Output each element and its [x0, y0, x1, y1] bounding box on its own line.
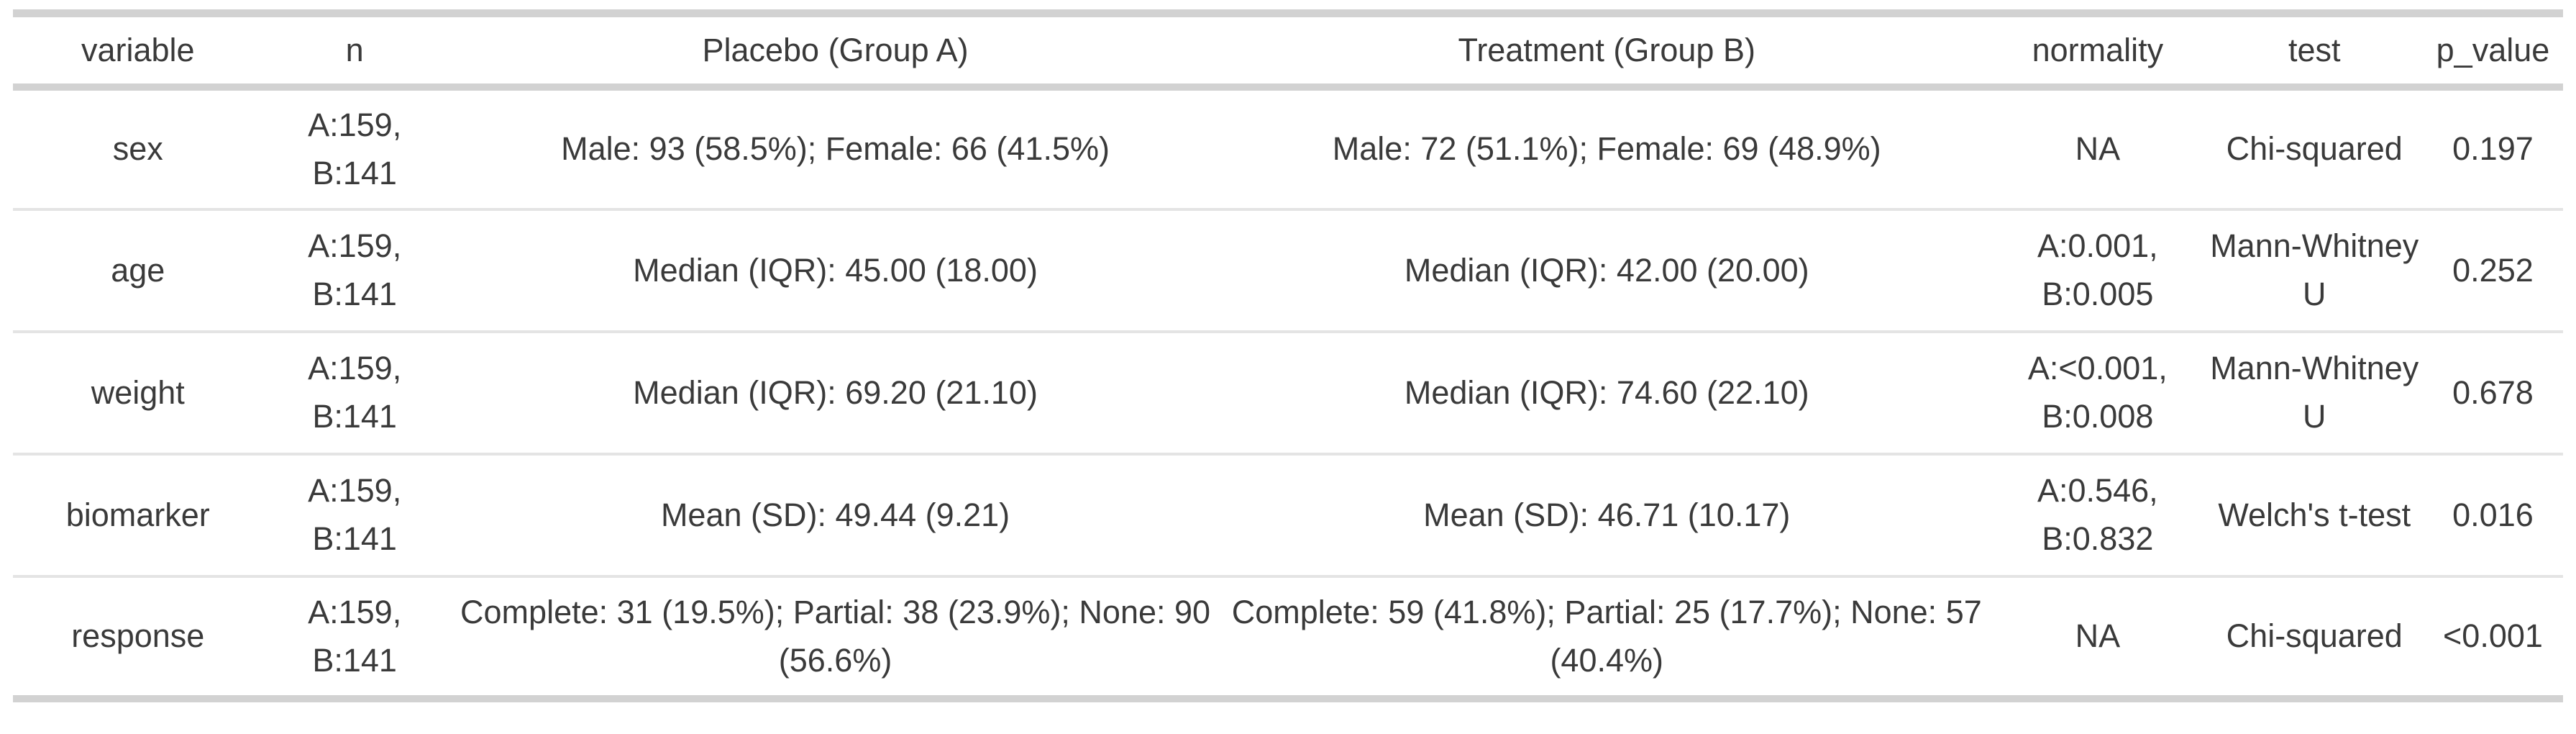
table-row: weight A:159, B:141 Median (IQR): 69.20 … — [13, 332, 2563, 454]
cell-placebo: Mean (SD): 49.44 (9.21) — [660, 496, 1010, 533]
cell-n: A:159, B:141 — [308, 472, 402, 557]
cell-normality: NA — [2075, 130, 2121, 168]
cell-normality: A:0.001, B:0.005 — [2037, 227, 2158, 312]
cell-test: Mann-Whitney U — [2210, 350, 2419, 435]
statistical-summary-table-container: variable n Placebo (Group A) Treatment (… — [13, 9, 2563, 702]
cell-test: Chi-squared — [2226, 617, 2403, 655]
col-header-test: test — [2288, 31, 2341, 68]
col-header-placebo: Placebo (Group A) — [702, 31, 969, 68]
cell-treatment: Median (IQR): 74.60 (22.10) — [1404, 373, 1809, 411]
cell-variable: response — [71, 617, 205, 655]
statistical-summary-table: variable n Placebo (Group A) Treatment (… — [13, 9, 2563, 702]
table-row: biomarker A:159, B:141 Mean (SD): 49.44 … — [13, 454, 2563, 576]
cell-variable: weight — [91, 373, 185, 411]
cell-p-value: 0.197 — [2452, 130, 2534, 168]
col-header-treatment: Treatment (Group B) — [1458, 31, 1755, 68]
cell-test: Welch's t-test — [2218, 496, 2411, 533]
cell-placebo: Median (IQR): 69.20 (21.10) — [633, 373, 1038, 411]
cell-treatment: Mean (SD): 46.71 (10.17) — [1423, 496, 1791, 533]
cell-p-value: <0.001 — [2443, 617, 2543, 655]
col-header-p-value: p_value — [2436, 31, 2550, 68]
cell-treatment: Median (IQR): 42.00 (20.00) — [1404, 251, 1809, 289]
col-header-variable: variable — [81, 31, 195, 68]
cell-p-value: 0.252 — [2452, 251, 2534, 289]
cell-test: Chi-squared — [2226, 130, 2403, 168]
cell-placebo: Complete: 31 (19.5%); Partial: 38 (23.9%… — [460, 593, 1211, 679]
cell-placebo: Median (IQR): 45.00 (18.00) — [633, 251, 1038, 289]
cell-n: A:159, B:141 — [308, 106, 402, 191]
cell-normality: A:0.546, B:0.832 — [2037, 472, 2158, 557]
cell-p-value: 0.016 — [2452, 496, 2534, 533]
table-row: sex A:159, B:141 Male: 93 (58.5%); Femal… — [13, 87, 2563, 209]
cell-n: A:159, B:141 — [308, 593, 402, 679]
col-header-normality: normality — [2032, 31, 2164, 68]
cell-treatment: Male: 72 (51.1%); Female: 69 (48.9%) — [1332, 130, 1881, 168]
cell-n: A:159, B:141 — [308, 227, 402, 312]
cell-normality: A:<0.001, B:0.008 — [2027, 350, 2168, 435]
table-row: response A:159, B:141 Complete: 31 (19.5… — [13, 576, 2563, 699]
col-header-n: n — [345, 31, 364, 68]
cell-normality: NA — [2075, 617, 2121, 655]
cell-variable: biomarker — [65, 496, 210, 533]
header-row: variable n Placebo (Group A) Treatment (… — [13, 13, 2563, 87]
cell-treatment: Complete: 59 (41.8%); Partial: 25 (17.7%… — [1231, 593, 1982, 679]
cell-test: Mann-Whitney U — [2210, 227, 2419, 312]
table-row: age A:159, B:141 Median (IQR): 45.00 (18… — [13, 209, 2563, 332]
cell-p-value: 0.678 — [2452, 373, 2534, 411]
cell-n: A:159, B:141 — [308, 350, 402, 435]
cell-variable: age — [111, 251, 165, 289]
cell-variable: sex — [112, 130, 163, 168]
cell-placebo: Male: 93 (58.5%); Female: 66 (41.5%) — [561, 130, 1110, 168]
